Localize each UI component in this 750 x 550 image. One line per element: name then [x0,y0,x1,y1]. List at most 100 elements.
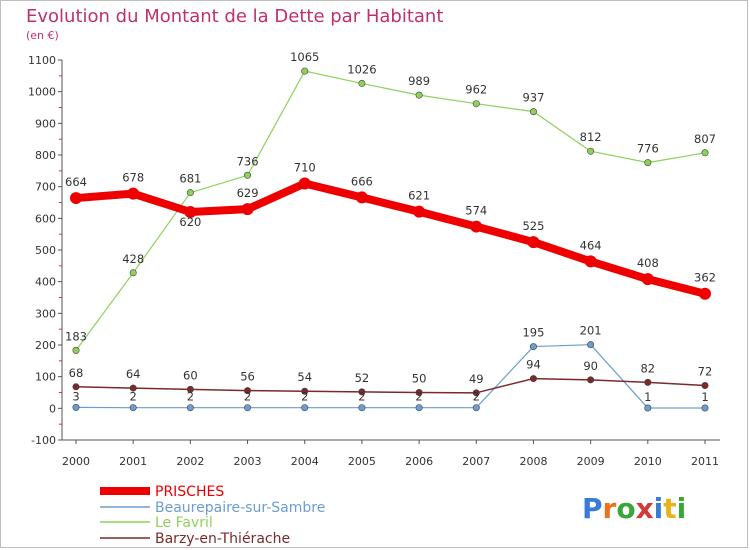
data-label: 3 [72,389,79,403]
data-point [529,343,537,351]
data-label: 620 [179,215,201,229]
logo-letter: P [582,492,603,525]
data-label: 54 [297,370,312,384]
data-label: 937 [522,91,544,105]
proxiti-logo: Proxiti [582,492,686,525]
data-point [72,346,80,354]
data-label: 52 [355,371,370,385]
y-tick-label: 800 [35,149,56,162]
x-tick-label: 2002 [176,455,204,468]
x-tick-label: 2009 [577,455,605,468]
data-point [72,383,80,391]
data-label: 72 [698,365,713,379]
x-tick-label: 2010 [634,455,662,468]
data-point [184,206,197,218]
data-point [186,404,194,412]
legend-entry: Beaurepaire-sur-Sambre [155,500,325,516]
data-point [472,389,480,397]
x-tick-label: 2000 [62,455,90,468]
data-label: 574 [465,204,487,218]
data-point [701,382,709,390]
data-label: 64 [126,367,141,381]
data-point [129,384,137,392]
data-point [587,341,595,349]
series-line-le-favril [75,70,706,351]
x-tick-label: 2005 [348,455,376,468]
y-tick-label: 900 [35,117,56,130]
y-tick-label: 1000 [28,86,56,99]
x-tick-label: 2006 [405,455,433,468]
data-point [644,378,652,386]
data-label: 2 [244,390,251,404]
data-point [244,171,252,179]
data-label: 736 [237,154,259,168]
x-tick-label: 2007 [462,455,490,468]
series-line-beaurepaire-sur-sambre [75,344,706,409]
data-point [358,388,366,396]
x-tick-label: 2003 [234,455,262,468]
data-label: 2 [415,390,422,404]
data-label: 989 [408,74,430,88]
data-point [415,388,423,396]
x-tick-label: 2011 [691,455,719,468]
data-label: 678 [122,171,144,185]
data-point [701,149,709,157]
data-label: 525 [522,219,544,233]
data-label: 710 [294,161,316,175]
data-point [127,187,140,200]
data-point [244,404,252,412]
data-point [186,385,194,393]
data-label: 195 [522,326,544,340]
data-label: 94 [526,358,541,372]
data-point [701,404,709,412]
data-point [358,79,366,87]
data-label: 2 [473,390,480,404]
data-label: 1 [701,390,708,404]
data-point [644,404,652,412]
data-label: 68 [69,366,84,380]
logo-letter: o [616,492,635,525]
series-line-barzy-en-thi-rache [75,377,706,394]
data-label: 464 [580,238,602,252]
data-point [587,147,595,155]
data-point [301,387,309,395]
data-point [186,189,194,197]
chart-title: Evolution du Montant de la Dette par Hab… [26,6,443,27]
data-label: 362 [694,271,716,285]
data-label: 621 [408,189,430,203]
legend-entry: PRISCHES [155,484,224,500]
data-point [413,205,426,218]
y-tick-label: 1100 [28,54,56,67]
data-point [298,177,311,190]
y-tick-label: 600 [35,212,56,225]
data-point [641,273,654,286]
data-point [472,100,480,108]
logo-letter: i [677,492,687,525]
data-point [527,236,540,249]
data-label: 664 [65,175,87,189]
data-point [301,67,309,75]
data-point [699,287,711,300]
data-label: 1 [644,390,651,404]
data-label: 50 [412,372,427,386]
data-point [470,220,483,233]
y-tick-label: 100 [35,371,56,384]
data-point [529,375,537,383]
legend-entry: Barzy-en-Thiérache [155,531,290,547]
data-label: 666 [351,174,373,188]
series-layer [70,67,711,412]
data-point [587,376,595,384]
data-point [472,404,480,412]
data-point [529,108,537,116]
data-labels: 3 2 2 2 2 2 2 2 195 201 1 1 68 64 60 56 54 52 50 49 94 90 82 72… [65,50,716,404]
y-tick-label: 700 [35,181,56,194]
data-point [358,404,366,412]
data-point [415,404,423,412]
data-label: 807 [694,132,716,146]
data-label: 56 [240,370,255,384]
y-tick-label: 400 [35,276,56,289]
data-label: 2 [187,390,194,404]
